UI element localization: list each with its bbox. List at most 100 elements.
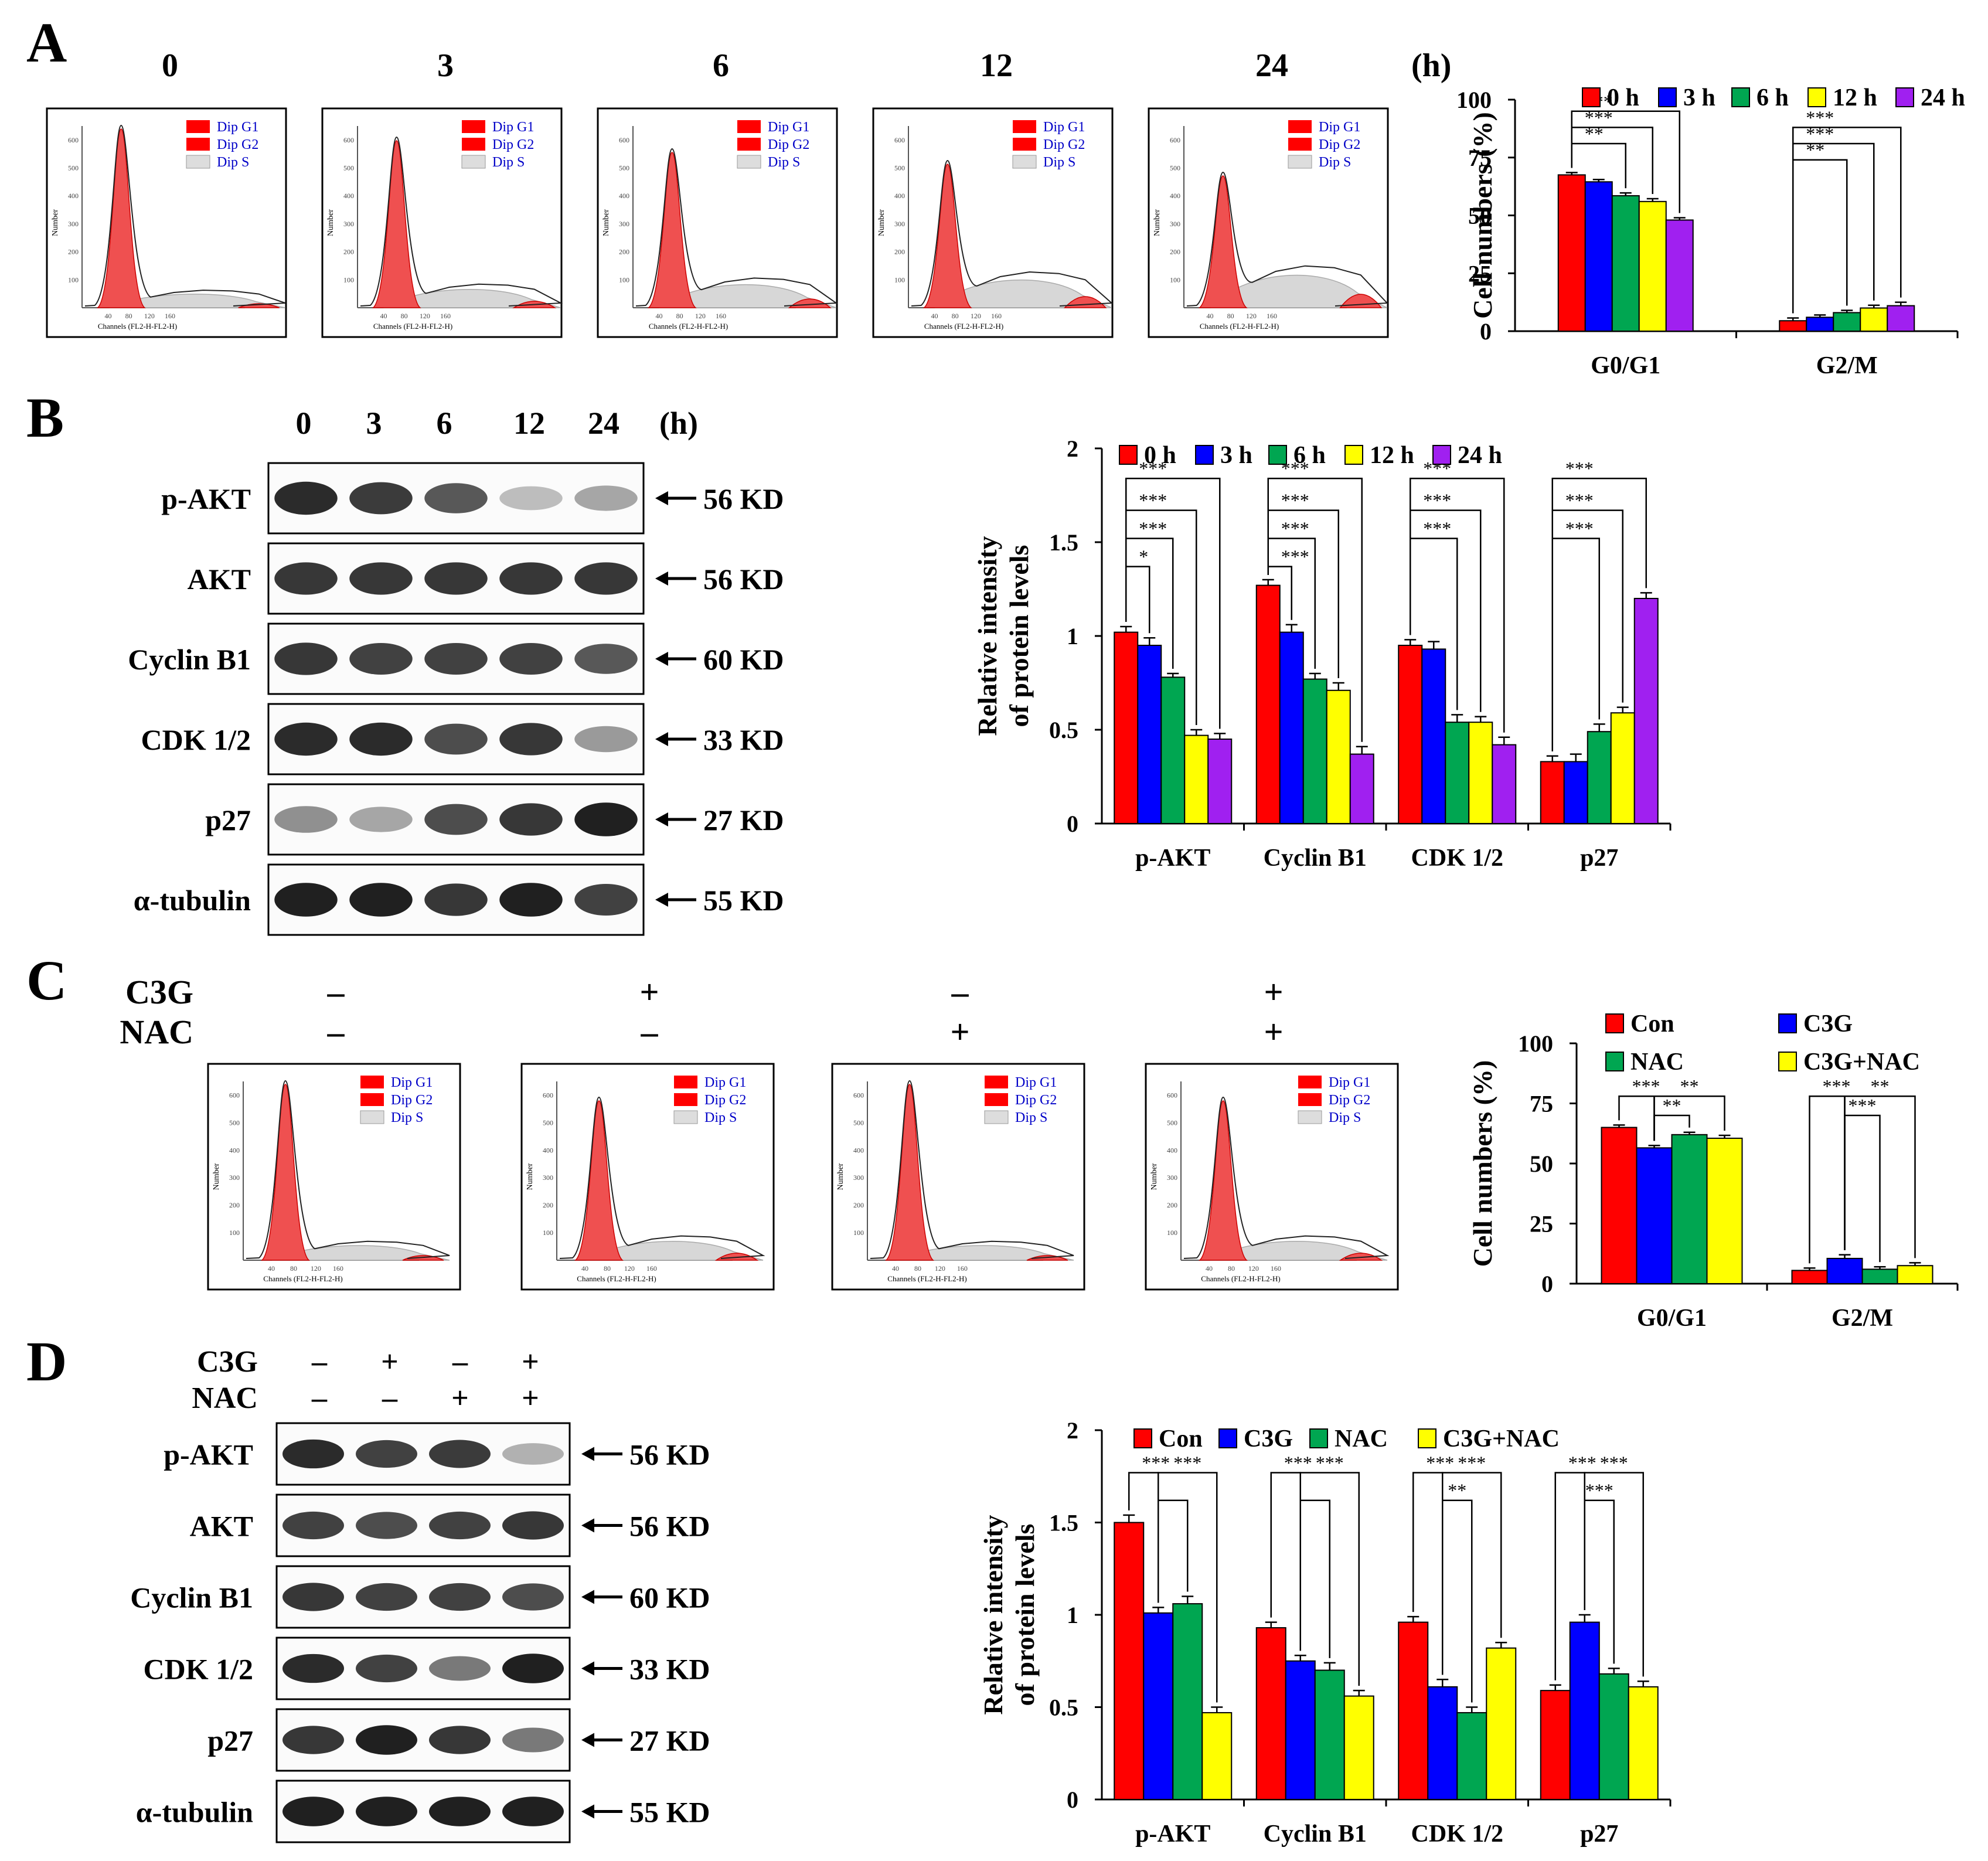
bar-c3g bbox=[1636, 1147, 1673, 1284]
histogram-x-tick: 160 bbox=[716, 312, 726, 320]
lane-label: 6 bbox=[437, 406, 452, 441]
histogram-x-tick: 120 bbox=[971, 312, 981, 320]
blot-band bbox=[502, 1727, 564, 1753]
treatment-sign: + bbox=[1264, 973, 1283, 1011]
significance-label: *** bbox=[1806, 123, 1834, 144]
legend-swatch bbox=[1895, 87, 1914, 107]
histogram-y-tick: 300 bbox=[543, 1173, 553, 1182]
legend-label: Dip S bbox=[217, 155, 249, 170]
treatment-sign: + bbox=[451, 1382, 469, 1415]
y-axis-title: Cell numbers (%) bbox=[1468, 112, 1497, 319]
bar-chart-b: 0 0.5 1 1.5 2 Relative intensity of protein le… bbox=[972, 436, 1672, 872]
legend-label: Dip S bbox=[768, 155, 800, 170]
legend-label: 6 h bbox=[1293, 442, 1326, 469]
blot-row: Cyclin B1 60 KD bbox=[130, 1565, 710, 1629]
histogram-y-tick: 200 bbox=[1170, 248, 1180, 256]
blot-band bbox=[574, 884, 638, 916]
time-label: 0 bbox=[162, 47, 178, 84]
legend-label: Dip S bbox=[1319, 155, 1351, 170]
arrow-left-icon bbox=[581, 1518, 594, 1533]
lane-label: 0 bbox=[296, 406, 312, 441]
histogram-x-tick: 120 bbox=[1248, 1264, 1259, 1273]
histogram-y-tick: 200 bbox=[853, 1201, 864, 1209]
lane-label: 12 bbox=[513, 406, 545, 441]
blot-row: CDK 1/2 33 KD bbox=[141, 703, 784, 775]
legend-swatch-dip-g1 bbox=[186, 120, 210, 133]
y-axis-title: of protein levels bbox=[1004, 545, 1034, 727]
bar-12-h bbox=[1326, 689, 1351, 825]
significance-bracket bbox=[1270, 1472, 1301, 1651]
histogram-x-tick: 40 bbox=[655, 312, 662, 320]
histogram-y-tick: 300 bbox=[619, 220, 629, 228]
blot-size-label: 60 KD bbox=[703, 643, 784, 676]
bar-nac bbox=[1456, 1712, 1487, 1800]
legend-label: Dip G1 bbox=[1319, 120, 1360, 135]
significance-label: ** bbox=[1806, 140, 1824, 161]
legend-swatch bbox=[1309, 1428, 1328, 1448]
bar-24-h bbox=[1665, 219, 1694, 332]
legend-label: NAC bbox=[1630, 1049, 1684, 1076]
blot-protein-label: Cyclin B1 bbox=[128, 643, 251, 676]
histogram-x-title: Channels (FL2-H-FL2-H) bbox=[887, 1274, 966, 1283]
blot-protein-label: p-AKT bbox=[164, 1438, 253, 1471]
histogram-x-title: Channels (FL2-H-FL2-H) bbox=[98, 322, 177, 331]
blot-band bbox=[499, 723, 563, 756]
histogram-y-tick: 600 bbox=[229, 1091, 240, 1099]
legend-label: Dip G1 bbox=[1043, 120, 1085, 135]
bar-6-h bbox=[1587, 731, 1612, 824]
legend-label: C3G+NAC bbox=[1443, 1425, 1560, 1452]
blot-band bbox=[349, 482, 413, 515]
legend-swatch-dip-s bbox=[186, 155, 210, 169]
histogram-y-tick: 100 bbox=[1170, 275, 1180, 284]
significance-label: ** bbox=[1871, 1076, 1890, 1097]
blot-row: CDK 1/2 33 KD bbox=[144, 1637, 710, 1700]
y-tick-label: 50 bbox=[1468, 203, 1492, 229]
legend-label: C3G+NAC bbox=[1803, 1049, 1920, 1076]
significance-label: *** bbox=[1139, 458, 1167, 479]
histogram-y-title: Number bbox=[51, 209, 60, 236]
significance-label: *** bbox=[1565, 518, 1594, 539]
histogram-x-tick: 40 bbox=[931, 312, 938, 320]
histogram-y-tick: 100 bbox=[68, 275, 79, 284]
legend-swatch-dip-g2 bbox=[1298, 1093, 1322, 1106]
blot-row: p-AKT 56 KD bbox=[164, 1422, 710, 1486]
histogram-y-tick: 100 bbox=[229, 1229, 240, 1237]
x-tick-label: Cyclin B1 bbox=[1264, 1821, 1367, 1848]
histogram-x-tick: 160 bbox=[1271, 1264, 1281, 1273]
bar-con bbox=[1398, 1621, 1429, 1801]
legend-swatch-dip-g2 bbox=[985, 1093, 1008, 1106]
blot-band bbox=[274, 481, 338, 515]
legend-label: Dip G2 bbox=[492, 137, 534, 152]
histogram-x-tick: 40 bbox=[104, 312, 111, 320]
x-tick-label: CDK 1/2 bbox=[1411, 1821, 1504, 1848]
blot-size-label: 27 KD bbox=[629, 1724, 710, 1757]
histogram-y-tick: 300 bbox=[1170, 220, 1180, 228]
blot-protein-label: CDK 1/2 bbox=[144, 1653, 254, 1686]
lane-label: 3 bbox=[366, 406, 382, 441]
legend-swatch-dip-g1 bbox=[985, 1076, 1008, 1088]
bar-6-h bbox=[1302, 678, 1327, 824]
legend-swatch-dip-g2 bbox=[360, 1093, 384, 1106]
significance-label: *** bbox=[1139, 490, 1167, 511]
histogram-trace bbox=[360, 136, 563, 307]
histogram-y-tick: 200 bbox=[229, 1201, 240, 1209]
blot-band bbox=[282, 1654, 344, 1683]
blot-band bbox=[274, 883, 338, 917]
legend-label: 12 h bbox=[1833, 84, 1877, 111]
histogram-y-tick: 300 bbox=[894, 220, 905, 228]
panel-label-a: A bbox=[26, 11, 67, 74]
blot-band bbox=[349, 722, 413, 756]
x-tick-label: G0/G1 bbox=[1591, 352, 1660, 379]
blot-band bbox=[502, 1797, 564, 1826]
treatment-sign: + bbox=[522, 1345, 539, 1379]
treatment-sign: – bbox=[311, 1382, 328, 1415]
histogram-plot: 100 200 300 400 500 600 Number 40 80 120 160Channe… bbox=[520, 1063, 775, 1291]
histogram-x-tick: 80 bbox=[125, 312, 132, 320]
panel-label-b: B bbox=[26, 386, 64, 449]
blot-band bbox=[574, 726, 638, 753]
legend-swatch-dip-s bbox=[1298, 1110, 1322, 1124]
histogram-y-tick: 400 bbox=[1167, 1146, 1177, 1154]
legend-label: Dip G1 bbox=[492, 120, 534, 135]
histogram-trace bbox=[559, 1096, 765, 1259]
